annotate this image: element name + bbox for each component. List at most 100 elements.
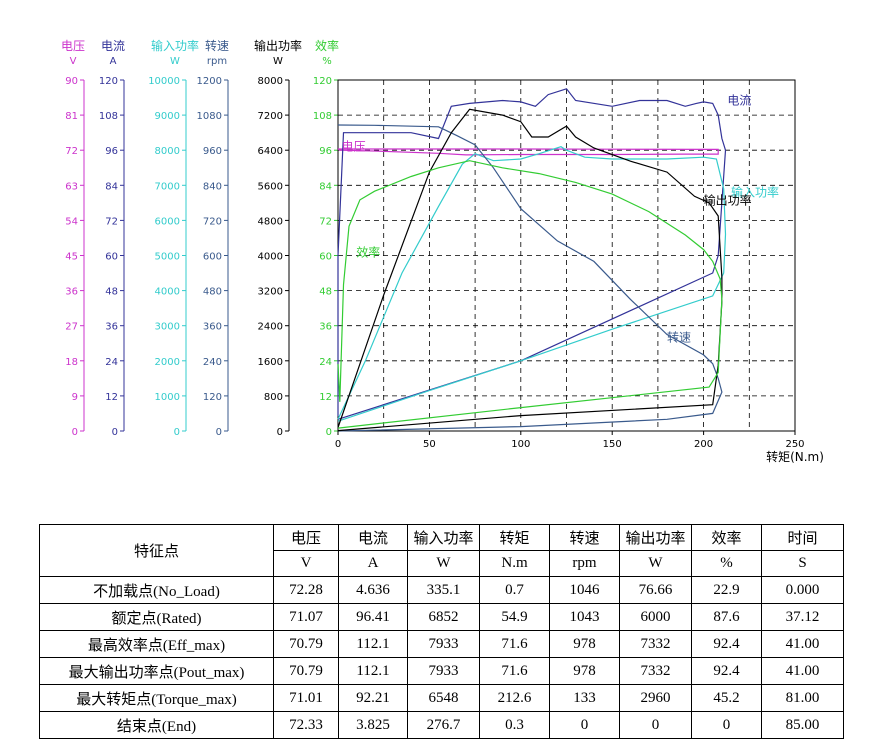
table-cell: 71.07 [273, 603, 339, 631]
unit-time: S [761, 550, 844, 577]
table-cell: 7332 [619, 657, 692, 685]
x-tick-label: 50 [423, 439, 436, 450]
series-label-output_power: 输出功率 [704, 193, 752, 208]
y-tick-label-current: 36 [105, 322, 118, 333]
y-tick-label-efficiency: 72 [319, 216, 332, 227]
y-axis-unit-efficiency: % [322, 56, 332, 67]
table-cell: 72.28 [273, 576, 339, 604]
table-cell: 72.33 [273, 711, 339, 739]
header-output-power: 输出功率 [619, 524, 692, 551]
row-label: 额定点(Rated) [39, 603, 274, 631]
y-axis-title-voltage: 电压 [61, 39, 85, 53]
y-axis-unit-input_power: W [170, 56, 180, 67]
y-tick-label-current: 24 [105, 357, 118, 368]
row-label: 不加载点(No_Load) [39, 576, 274, 604]
header-feature-point: 特征点 [39, 524, 274, 577]
y-tick-label-efficiency: 0 [326, 427, 332, 438]
y-axis-title-input_power: 输入功率 [151, 38, 199, 53]
y-tick-label-speed: 720 [203, 216, 222, 227]
x-tick-label: 0 [335, 439, 341, 450]
table-cell: 276.7 [407, 711, 480, 739]
table-cell: 3.825 [338, 711, 408, 739]
table-header-row: 特征点 电压 电流 输入功率 转矩 转速 输出功率 效率 时间 [39, 524, 844, 577]
table-cell: 0 [619, 711, 692, 739]
series-line-input_power [337, 146, 727, 422]
table-row: 最大转矩点(Torque_max) 71.01 92.21 6548 212.6 133 2… [39, 684, 844, 712]
table-cell: 6852 [407, 603, 480, 631]
table-row: 结束点(End) 72.33 3.825 276.7 0.3 0 0 0 85.00 [39, 711, 844, 739]
table-cell: 76.66 [619, 576, 692, 604]
table-cell: 7933 [407, 630, 480, 658]
y-tick-label-output_power: 7200 [258, 111, 283, 122]
y-tick-label-output_power: 4800 [258, 216, 283, 227]
y-tick-label-voltage: 0 [72, 427, 78, 438]
table-cell: 37.12 [761, 603, 844, 631]
y-tick-label-input_power: 8000 [155, 146, 180, 157]
table-cell: 71.6 [479, 657, 550, 685]
y-tick-label-output_power: 800 [264, 392, 283, 403]
x-tick-label: 250 [785, 439, 804, 450]
y-tick-label-speed: 360 [203, 322, 222, 333]
unit-current: A [338, 550, 408, 577]
y-tick-label-efficiency: 108 [313, 111, 332, 122]
y-tick-label-speed: 240 [203, 357, 222, 368]
y-tick-label-efficiency: 48 [319, 287, 332, 298]
table-cell: 85.00 [761, 711, 844, 739]
table-cell: 6548 [407, 684, 480, 712]
row-label: 最大输出功率点(Pout_max) [39, 657, 274, 685]
table-cell: 133 [549, 684, 620, 712]
table-cell: 7933 [407, 657, 480, 685]
header-torque: 转矩 [479, 524, 550, 551]
y-tick-label-current: 0 [112, 427, 118, 438]
table-cell: 0.000 [761, 576, 844, 604]
y-tick-label-input_power: 7000 [155, 181, 180, 192]
y-tick-label-voltage: 81 [65, 111, 78, 122]
series-label-efficiency: 效率 [356, 245, 380, 260]
table-cell: 978 [549, 630, 620, 658]
series-line-current [337, 88, 727, 420]
y-tick-label-voltage: 9 [72, 392, 78, 403]
y-tick-label-input_power: 4000 [155, 287, 180, 298]
y-tick-label-output_power: 5600 [258, 181, 283, 192]
y-tick-label-speed: 1080 [197, 111, 222, 122]
table-cell: 70.79 [273, 657, 339, 685]
header-efficiency: 效率 [691, 524, 762, 551]
y-tick-label-output_power: 3200 [258, 287, 283, 298]
y-tick-label-current: 84 [105, 181, 118, 192]
y-tick-label-efficiency: 60 [319, 252, 332, 263]
header-input-power: 输入功率 [407, 524, 480, 551]
y-tick-label-output_power: 4000 [258, 252, 283, 263]
row-label: 结束点(End) [39, 711, 274, 739]
y-tick-label-current: 108 [99, 111, 118, 122]
table-cell: 0 [549, 711, 620, 739]
characteristic-points-table: 特征点 电压 电流 输入功率 转矩 转速 输出功率 效率 时间 V A W N.… [39, 524, 844, 739]
row-label: 最高效率点(Eff_max) [39, 630, 274, 658]
series-label-speed: 转速 [667, 329, 691, 344]
y-tick-label-efficiency: 120 [313, 76, 332, 87]
y-tick-label-voltage: 18 [65, 357, 78, 368]
y-tick-label-current: 60 [105, 252, 118, 263]
y-tick-label-input_power: 2000 [155, 357, 180, 368]
y-tick-label-output_power: 0 [277, 427, 283, 438]
table-cell: 112.1 [338, 657, 408, 685]
y-tick-label-input_power: 5000 [155, 252, 180, 263]
y-tick-label-input_power: 1000 [155, 392, 180, 403]
table-cell: 4.636 [338, 576, 408, 604]
y-tick-label-speed: 600 [203, 252, 222, 263]
table-row: 最大输出功率点(Pout_max) 70.79 112.1 7933 71.6 978 73… [39, 657, 844, 685]
y-axis-title-output_power: 输出功率 [254, 38, 302, 53]
series-label-input_power: 输入功率 [731, 184, 779, 199]
y-tick-label-current: 72 [105, 216, 118, 227]
y-tick-label-speed: 840 [203, 181, 222, 192]
y-tick-label-voltage: 36 [65, 287, 78, 298]
table-cell: 112.1 [338, 630, 408, 658]
y-tick-label-efficiency: 12 [319, 392, 332, 403]
unit-input-power: W [407, 550, 480, 577]
table-cell: 2960 [619, 684, 692, 712]
y-axis-unit-current: A [110, 56, 117, 67]
y-tick-label-voltage: 72 [65, 146, 78, 157]
series-label-voltage: 电压 [342, 139, 366, 153]
y-tick-label-voltage: 54 [65, 216, 78, 227]
y-tick-label-voltage: 90 [65, 76, 78, 87]
